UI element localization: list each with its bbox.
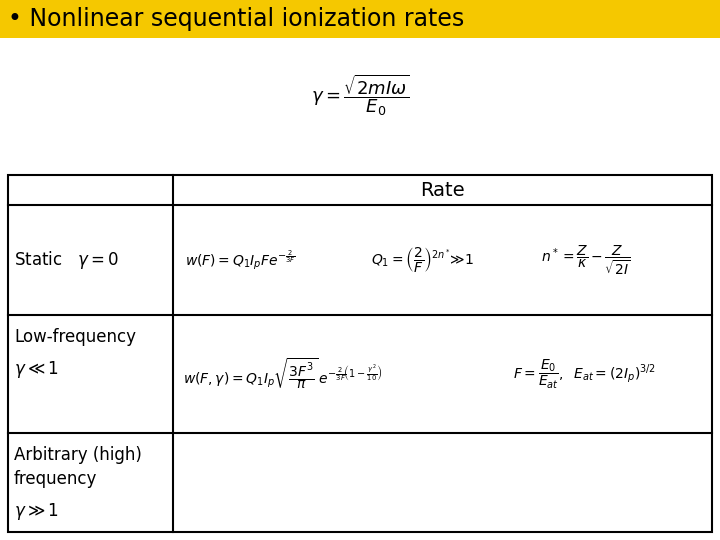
Text: Rate: Rate [420,180,465,199]
Text: $w(F,\gamma)=Q_1I_p\sqrt{\dfrac{3F^3}{\pi}}\,e^{-\frac{2}{3F}\!\left(1-\frac{\ga: $w(F,\gamma)=Q_1I_p\sqrt{\dfrac{3F^3}{\p… [183,356,382,392]
Text: • Nonlinear sequential ionization rates: • Nonlinear sequential ionization rates [8,7,464,31]
Text: frequency: frequency [14,470,97,488]
Text: $F=\dfrac{E_0}{E_{at}},\;\;E_{at}=(2I_p)^{3/2}$: $F=\dfrac{E_0}{E_{at}},\;\;E_{at}=(2I_p)… [513,357,656,390]
Text: $Q_1=\left(\dfrac{2}{F}\right)^{2n^*}\!\!\gg\!1$: $Q_1=\left(\dfrac{2}{F}\right)^{2n^*}\!\… [371,246,474,274]
Bar [8,175,712,532]
Text: $\gamma = \dfrac{\sqrt{2mI\omega}}{E_0}$: $\gamma = \dfrac{\sqrt{2mI\omega}}{E_0}$ [310,72,410,118]
Text: Arbitrary (high): Arbitrary (high) [14,446,142,464]
Text: $n^*=\dfrac{Z}{\kappa}-\dfrac{Z}{\sqrt{2I}}$: $n^*=\dfrac{Z}{\kappa}-\dfrac{Z}{\sqrt{2… [541,244,631,276]
Text: Static   $\gamma = 0$: Static $\gamma = 0$ [14,249,119,271]
Text: $\gamma \gg 1$: $\gamma \gg 1$ [14,501,59,522]
Bar [0,0,720,38]
Text: Low-frequency: Low-frequency [14,328,136,346]
Text: $\gamma \ll 1$: $\gamma \ll 1$ [14,360,59,381]
Text: $w(F)=Q_1I_pFe^{-\frac{2}{3F}}$: $w(F)=Q_1I_pFe^{-\frac{2}{3F}}$ [185,248,296,272]
